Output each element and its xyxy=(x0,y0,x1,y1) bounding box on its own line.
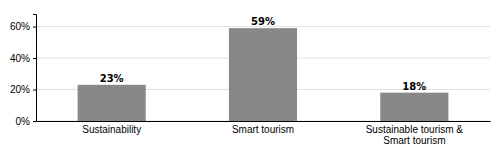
data-label: 18% xyxy=(402,81,426,92)
y-tick-label: 20% xyxy=(10,84,30,95)
x-tick-label-line: Smart tourism xyxy=(383,135,445,146)
bars xyxy=(78,28,449,121)
x-tick-label: Sustainable tourism &Smart tourism xyxy=(366,124,464,146)
x-tick-label: Smart tourism xyxy=(232,124,294,135)
x-tick-label: Sustainability xyxy=(82,124,141,135)
y-axis: 0% 20% 40% 60% xyxy=(10,15,37,127)
chart: 0%20%40%60%SustainabilitySmart tourismSu… xyxy=(0,0,500,151)
bar xyxy=(380,93,448,121)
data-label: 59% xyxy=(251,16,275,27)
x-tick-label-line: Sustainability xyxy=(82,124,141,135)
x-tick: Sustainability xyxy=(82,124,141,135)
y-tick-mark xyxy=(33,121,36,122)
y-tick: 60% xyxy=(10,21,36,32)
y-tick-mark xyxy=(33,90,36,91)
y-axis-line xyxy=(33,15,37,122)
y-tick: 0% xyxy=(16,116,36,127)
x-tick: Smart tourism xyxy=(232,124,294,135)
plot: 0%20%40%60%SustainabilitySmart tourismSu… xyxy=(10,15,491,147)
y-tick-mark xyxy=(33,58,36,59)
data-label: 23% xyxy=(100,73,124,84)
y-tick: 20% xyxy=(10,84,36,95)
y-tick-label: 40% xyxy=(10,53,30,64)
x-tick-label-line: Smart tourism xyxy=(232,124,294,135)
x-axis: SustainabilitySmart tourismSustainable t… xyxy=(37,122,491,147)
data-labels: 23% 59% 18% xyxy=(100,16,427,92)
bar xyxy=(78,85,146,121)
y-tick-label: 60% xyxy=(10,21,30,32)
x-tick: Sustainable tourism &Smart tourism xyxy=(366,124,464,146)
grid xyxy=(36,27,490,121)
x-tick-label-line: Sustainable tourism & xyxy=(366,124,464,135)
y-tick-label: 0% xyxy=(16,116,31,127)
y-tick: 40% xyxy=(10,53,36,64)
y-tick-mark xyxy=(33,27,36,28)
x-axis-line xyxy=(37,121,491,122)
bar xyxy=(229,28,297,121)
